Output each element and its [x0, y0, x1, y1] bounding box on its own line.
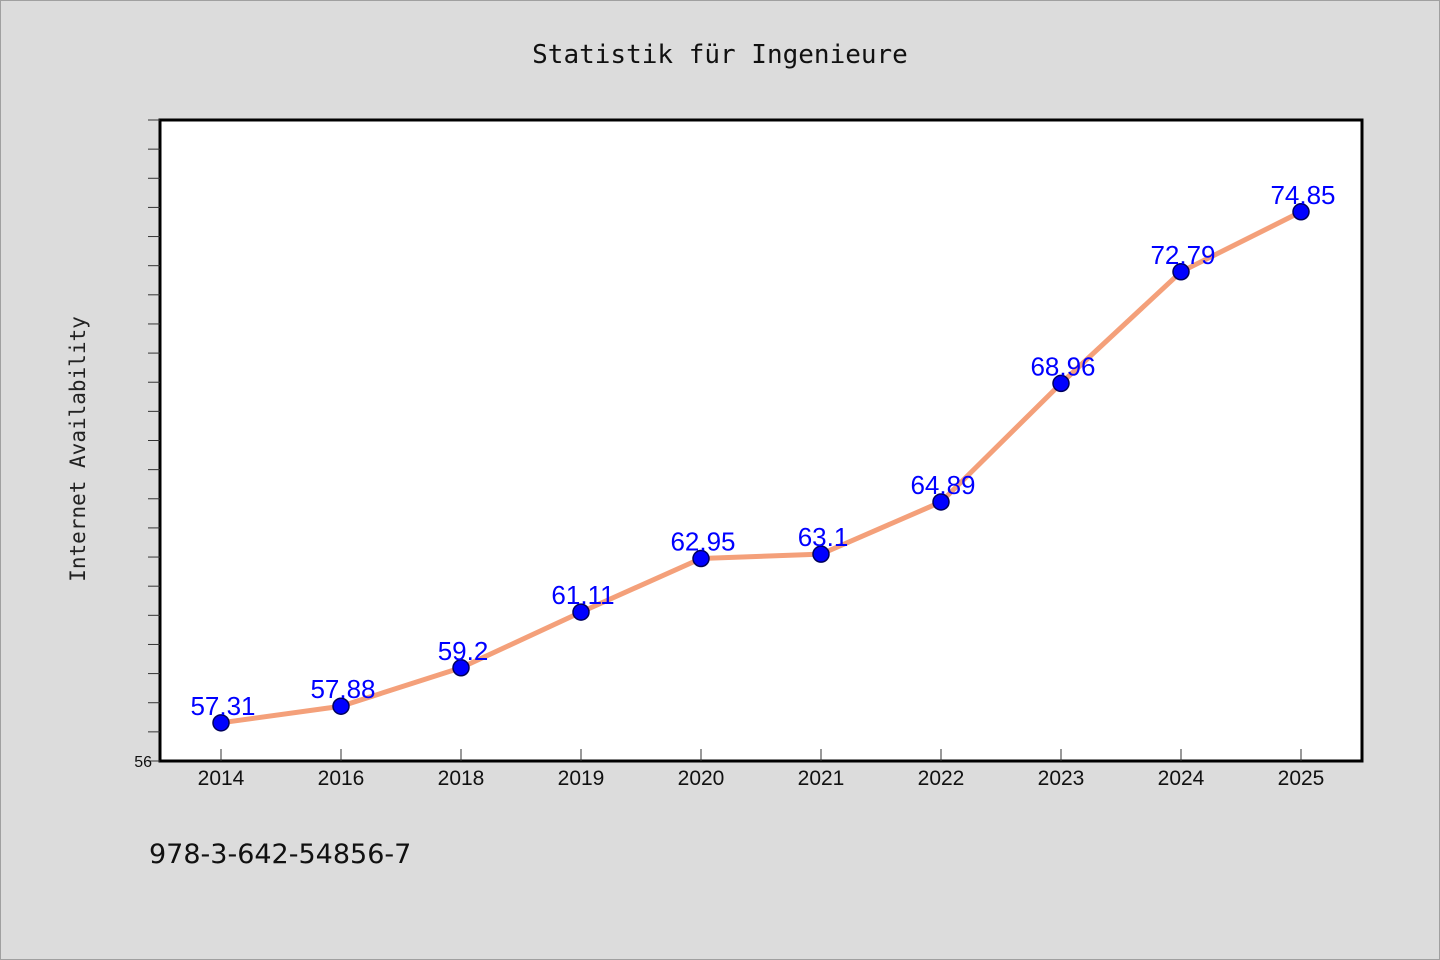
y-axis-ticks: 56 — [134, 119, 160, 771]
x-tick-label: 2022 — [918, 767, 965, 790]
data-label: 72.79 — [1150, 240, 1215, 270]
data-label: 59.2 — [438, 636, 489, 666]
data-point — [812, 545, 830, 563]
data-label: 62.95 — [670, 527, 735, 557]
x-tick-label: 2020 — [678, 767, 725, 790]
data-point — [1052, 374, 1070, 393]
data-markers — [212, 203, 1310, 732]
plot-area — [158, 118, 1364, 763]
data-label: 57.31 — [190, 691, 255, 721]
x-tick-label: 2019 — [558, 767, 605, 790]
data-point — [572, 603, 590, 621]
x-tick-label: 2016 — [318, 767, 365, 790]
footer-isbn-text: 978-3-642-54856-7 — [149, 839, 411, 870]
data-label: 68.96 — [1030, 351, 1095, 381]
x-tick-label: 2021 — [798, 767, 845, 790]
x-axis-ticks: 2014 2016 2018 2019 2020 2021 2022 2023 2024 2025 — [198, 749, 1325, 790]
data-point — [692, 549, 710, 568]
x-tick-label: 2023 — [1038, 767, 1085, 790]
data-point — [452, 659, 470, 677]
series-line — [218, 209, 1304, 726]
x-tick-label: 2014 — [198, 767, 245, 790]
x-tick-label: 2025 — [1278, 767, 1325, 790]
data-point — [212, 714, 230, 732]
data-labels: 57.31 57.88 59.2 61.11 62.95 63.1 64.89 68.96 72… — [190, 180, 1335, 721]
x-tick-label: 2024 — [1158, 767, 1205, 790]
data-point — [1172, 263, 1190, 281]
x-tick-label: 2018 — [438, 767, 485, 790]
data-label: 64.89 — [910, 470, 975, 500]
data-label: 63.1 — [798, 522, 849, 552]
data-label: 61.11 — [551, 580, 614, 610]
data-point — [1292, 203, 1310, 221]
y-axis-label: Internet Availability — [66, 316, 90, 582]
data-point — [332, 697, 350, 715]
chart-title: Statistik für Ingenieure — [532, 40, 908, 70]
y-tick-label: 56 — [134, 754, 152, 771]
data-label: 57.88 — [310, 674, 375, 704]
data-point — [932, 493, 950, 511]
data-label: 74.85 — [1270, 180, 1335, 210]
